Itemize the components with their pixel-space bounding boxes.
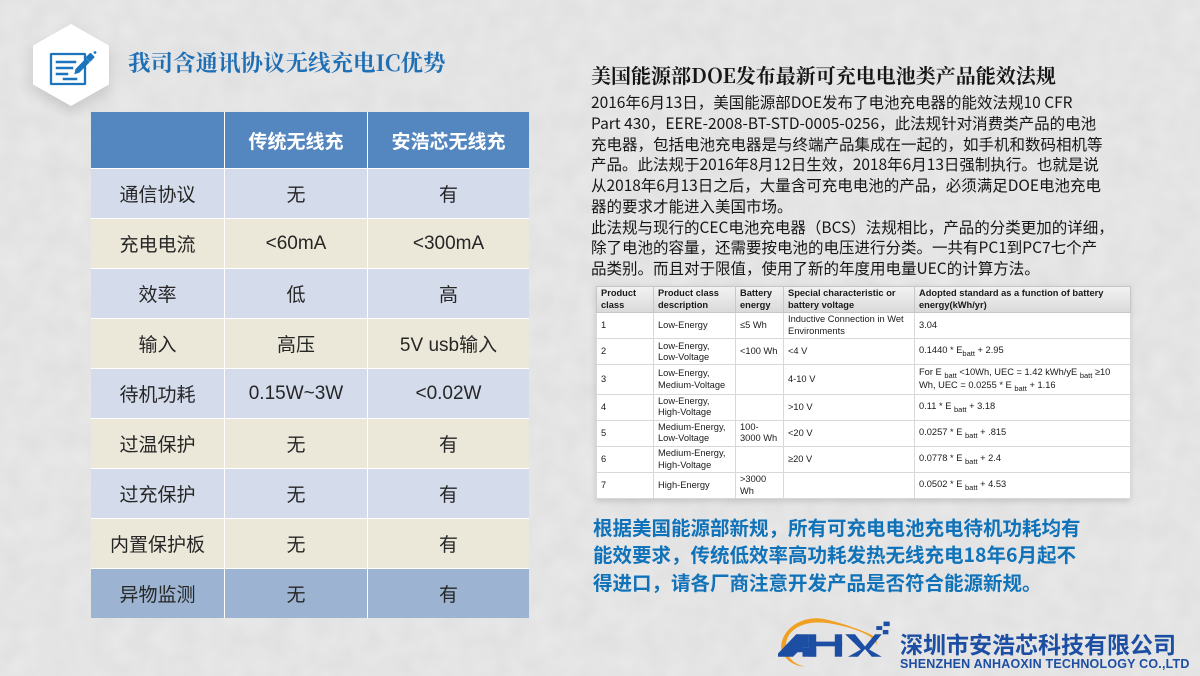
svg-text:SHENZHEN ANHAOXIN TECHNOLOGY C: SHENZHEN ANHAOXIN TECHNOLOGY CO.,LTD bbox=[900, 657, 1190, 671]
svg-text:深圳市安浩芯科技有限公司: 深圳市安浩芯科技有限公司 bbox=[900, 626, 1176, 660]
